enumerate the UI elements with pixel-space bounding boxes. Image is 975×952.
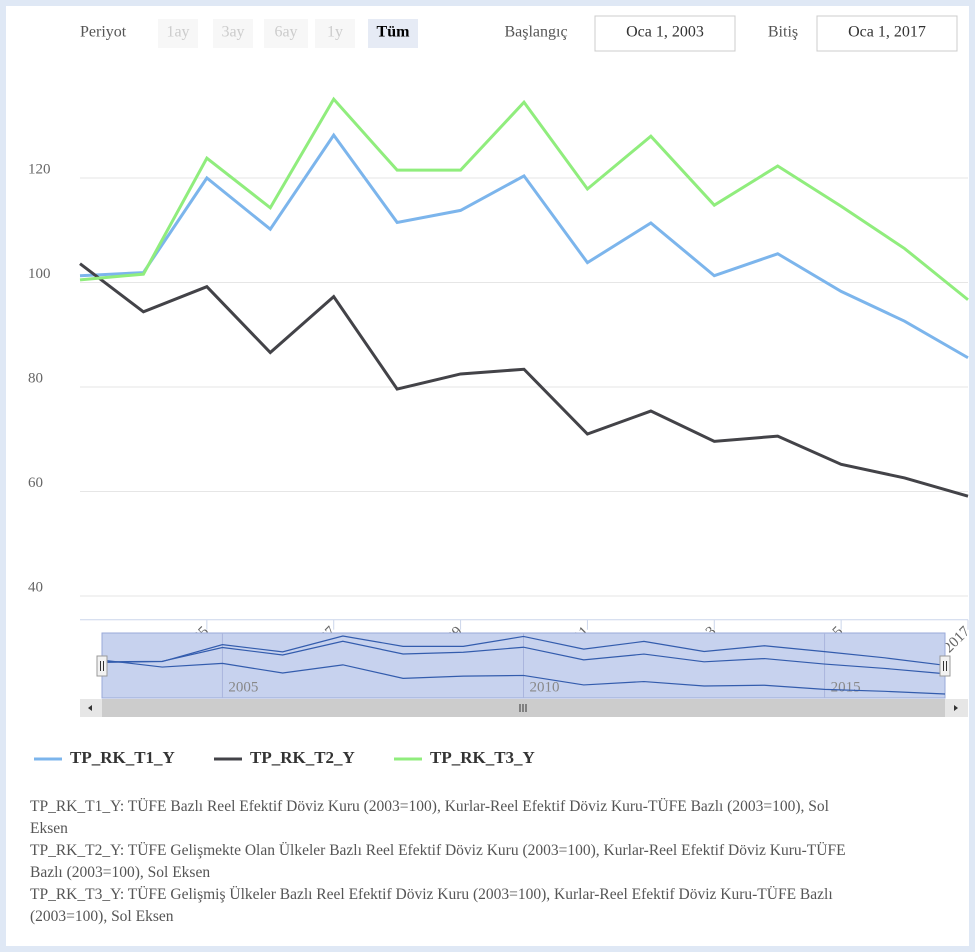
legend-label: TP_RK_T2_Y xyxy=(250,748,355,767)
y-tick-label: 120 xyxy=(28,161,51,177)
note: TP_RK_T3_Y: TÜFE Gelişmiş Ülkeler Bazlı … xyxy=(30,886,833,925)
range-button-label[interactable]: Tüm xyxy=(377,24,411,41)
start-input[interactable] xyxy=(594,15,736,52)
scroll-grip xyxy=(519,704,527,712)
handle-grip xyxy=(943,661,947,671)
navigator-handle[interactable] xyxy=(96,655,108,677)
end-value[interactable]: Oca 1, 2017 xyxy=(848,24,926,41)
range-button[interactable] xyxy=(315,19,355,48)
navigator: 2005 2010 2015 xyxy=(101,633,946,698)
navigator-tick-label: 2005 xyxy=(228,679,258,695)
plot: 4060801001202005200720092011201320152017 xyxy=(28,96,969,656)
y-tick-label: 80 xyxy=(28,370,43,386)
range-button-label[interactable]: 3ay xyxy=(221,24,244,41)
end-input[interactable] xyxy=(816,15,958,52)
start-value[interactable]: Oca 1, 2003 xyxy=(626,24,704,41)
series-line xyxy=(79,262,969,498)
navigator-tick-label: 2010 xyxy=(530,679,560,695)
end-label: Bitiş xyxy=(768,24,798,41)
start-label: Başlangıç xyxy=(504,24,567,41)
range-button[interactable] xyxy=(213,19,253,48)
y-tick-label: 60 xyxy=(28,475,43,491)
series-line xyxy=(101,640,946,675)
range-button-label[interactable]: 1y xyxy=(327,24,343,41)
navigator-handle[interactable] xyxy=(939,655,951,677)
notes: TP_RK_T1_Y: TÜFE Bazlı Reel Efektif Dövi… xyxy=(30,796,870,928)
range-button[interactable] xyxy=(264,19,308,48)
series-line xyxy=(79,96,969,301)
series-line xyxy=(79,132,969,360)
series-line xyxy=(101,635,946,666)
note: TP_RK_T2_Y: TÜFE Gelişmekte Olan Ülkeler… xyxy=(30,842,846,881)
chart: Periyot Başlangıç Oca 1, 2003 Bitiş Oca … xyxy=(28,15,969,767)
series-line xyxy=(101,659,946,695)
handle-grip xyxy=(100,661,104,671)
legend-label: TP_RK_T1_Y xyxy=(70,748,175,767)
range-button[interactable] xyxy=(368,19,418,48)
y-tick-label: 40 xyxy=(28,579,43,595)
range-button[interactable] xyxy=(158,19,198,48)
range-label: Periyot xyxy=(80,24,127,41)
note: TP_RK_T1_Y: TÜFE Bazlı Reel Efektif Dövi… xyxy=(30,798,829,837)
page: Periyot Başlangıç Oca 1, 2003 Bitiş Oca … xyxy=(6,6,969,946)
range-button-label[interactable]: 1ay xyxy=(166,24,189,41)
y-tick-label: 100 xyxy=(28,266,51,282)
navigator-tick-label: 2015 xyxy=(831,679,861,695)
legend-label: TP_RK_T3_Y xyxy=(430,748,535,767)
range-button-label[interactable]: 6ay xyxy=(274,24,297,41)
